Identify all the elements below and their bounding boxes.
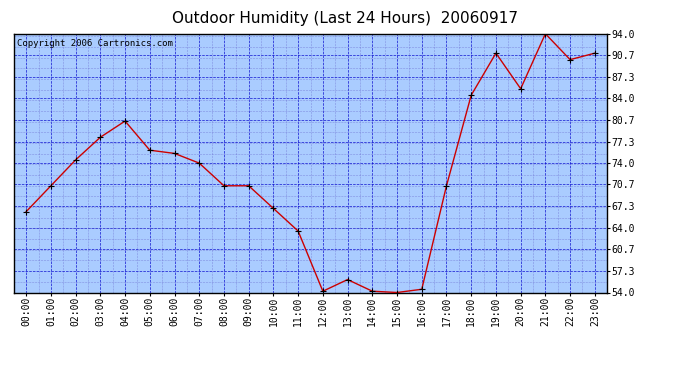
Text: Copyright 2006 Cartronics.com: Copyright 2006 Cartronics.com: [17, 39, 172, 48]
Text: Outdoor Humidity (Last 24 Hours)  20060917: Outdoor Humidity (Last 24 Hours) 2006091…: [172, 11, 518, 26]
